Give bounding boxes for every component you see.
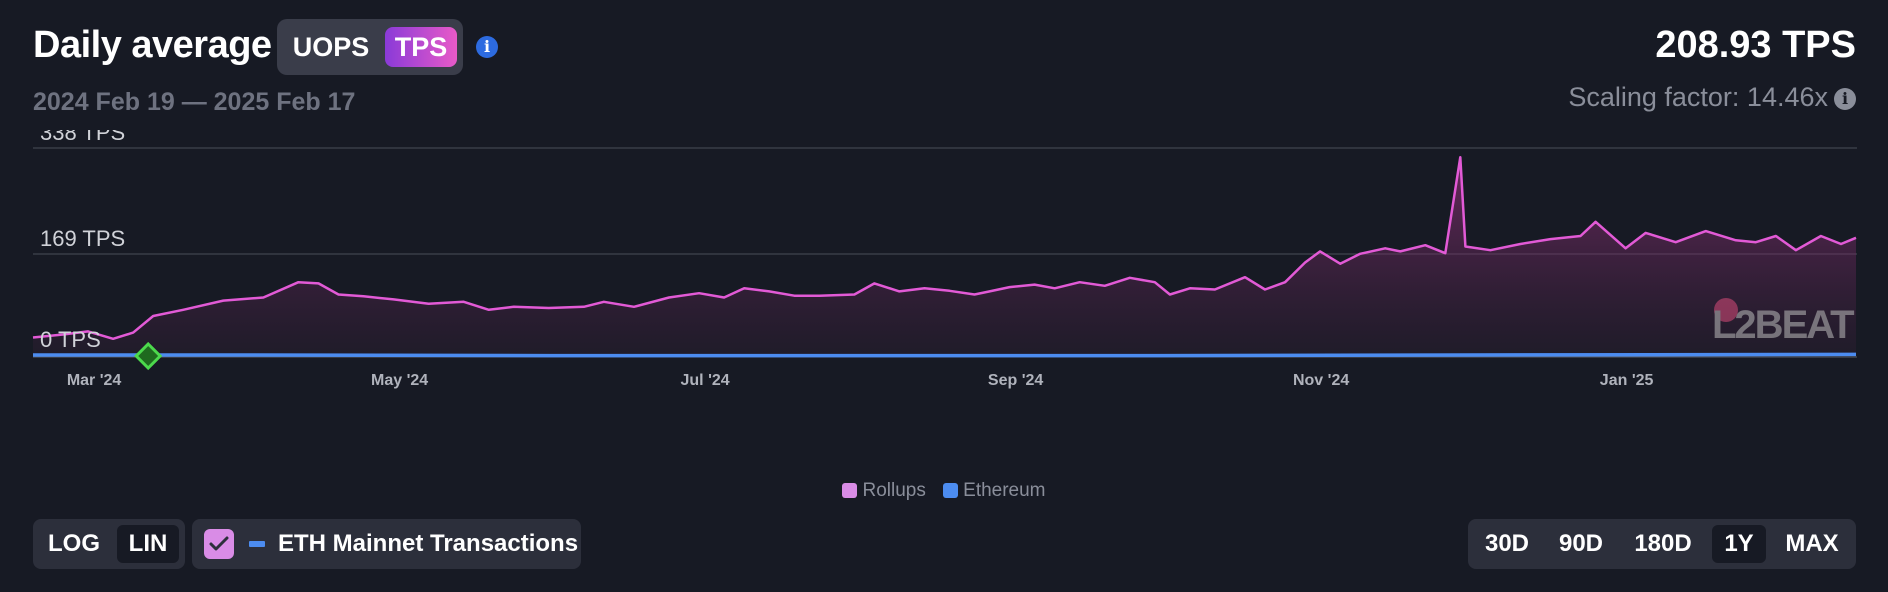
eth-mainnet-toggle[interactable]: ETH Mainnet Transactions (192, 519, 581, 569)
range-180d-button[interactable]: 180D (1624, 525, 1702, 563)
current-value: 208.93 TPS (1655, 24, 1856, 67)
rollups-area (33, 157, 1856, 356)
y-tick-label: 338 TPS (40, 130, 125, 145)
chart-legend: Rollups Ethereum (0, 480, 1888, 502)
chart-title: Daily average (33, 24, 272, 67)
legend-label-rollups: Rollups (862, 480, 925, 501)
ethereum-swatch-icon (943, 483, 958, 498)
l2beat-logo: L2BEAT (1712, 298, 1854, 347)
x-tick-label: Mar '24 (67, 372, 122, 389)
y-tick-label: 169 TPS (40, 226, 125, 251)
x-tick-label: Sep '24 (988, 372, 1043, 389)
x-tick-label: Nov '24 (1293, 372, 1349, 389)
range-1y-button[interactable]: 1Y (1712, 525, 1766, 563)
scaling-info-icon[interactable]: i (1834, 88, 1856, 110)
info-icon[interactable]: i (476, 36, 498, 58)
range-30d-button[interactable]: 30D (1476, 525, 1538, 563)
rollups-swatch-icon (842, 483, 857, 498)
range-90d-button[interactable]: 90D (1550, 525, 1612, 563)
uops-toggle-button[interactable]: UOPS (285, 27, 377, 67)
legend-item-rollups[interactable]: Rollups (842, 480, 925, 502)
ethereum-line-icon (249, 541, 265, 547)
y-tick-label: 0 TPS (40, 327, 101, 352)
scaling-factor: Scaling factor: 14.46x (1568, 82, 1828, 113)
tps-area-chart: 0 TPS 169 TPS 338 TPS Mar '24 May '24 Jul '24… (0, 130, 1888, 470)
ethereum-line (33, 354, 1856, 355)
tps-toggle-button[interactable]: TPS (385, 27, 457, 67)
time-range-selector: 30D 90D 180D 1Y MAX (1468, 519, 1856, 569)
lin-scale-button[interactable]: LIN (117, 525, 179, 563)
x-tick-label: Jul '24 (681, 372, 730, 389)
range-max-button[interactable]: MAX (1774, 525, 1850, 563)
legend-label-ethereum: Ethereum (963, 480, 1045, 501)
logo-text: L2BEAT (1712, 303, 1854, 347)
legend-item-ethereum[interactable]: Ethereum (943, 480, 1045, 502)
checkbox-checked-icon[interactable] (204, 529, 234, 559)
log-scale-button[interactable]: LOG (41, 525, 107, 563)
date-range: 2024 Feb 19 — 2025 Feb 17 (33, 88, 355, 117)
x-tick-label: Jan '25 (1600, 372, 1654, 389)
x-tick-label: May '24 (371, 372, 428, 389)
eth-mainnet-label: ETH Mainnet Transactions (278, 530, 578, 558)
unit-toggle: UOPS TPS (277, 19, 463, 75)
scale-toggle: LOG LIN (33, 519, 185, 569)
